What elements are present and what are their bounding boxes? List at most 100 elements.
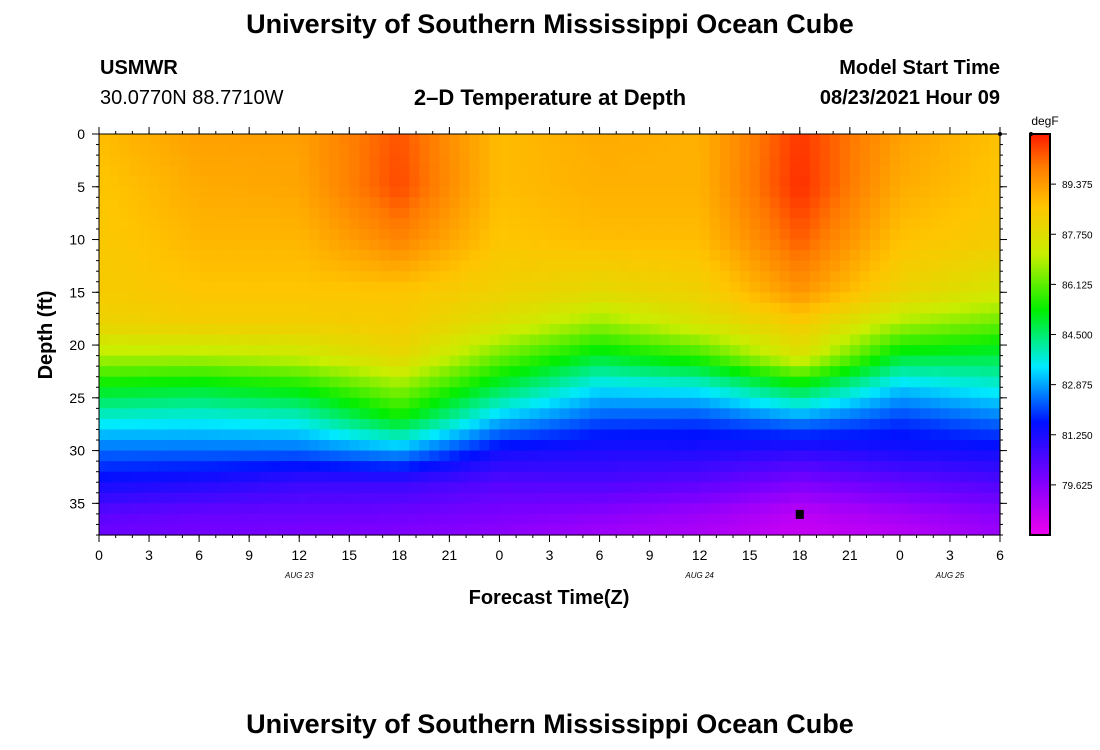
- heatmap-cell: [279, 492, 290, 504]
- heatmap-cell: [809, 197, 821, 209]
- heatmap-cell: [969, 513, 981, 526]
- heatmap-cell: [459, 292, 471, 304]
- heatmap-cell: [309, 302, 320, 314]
- heatmap-cell: [629, 397, 641, 409]
- heatmap-cell: [539, 292, 551, 304]
- heatmap-cell: [749, 418, 761, 431]
- heatmap-cell: [229, 292, 240, 304]
- heatmap-cell: [279, 292, 290, 304]
- heatmap-cell: [609, 482, 621, 494]
- heatmap-cell: [319, 418, 330, 431]
- heatmap-cell: [219, 513, 230, 526]
- heatmap-cell: [559, 271, 571, 283]
- heatmap-cell: [489, 440, 501, 452]
- heatmap-cell: [259, 492, 270, 504]
- heatmap-cell: [789, 503, 801, 515]
- heatmap-cell: [859, 461, 871, 473]
- heatmap-cell: [439, 513, 450, 526]
- x-tick-label: 6: [596, 547, 604, 563]
- heatmap-cell: [219, 302, 230, 314]
- heatmap-cell: [649, 176, 661, 188]
- heatmap-cell: [919, 176, 931, 188]
- heatmap-cell: [189, 292, 200, 304]
- heatmap-cell: [399, 144, 410, 156]
- heatmap-cell: [749, 155, 761, 167]
- heatmap-cell: [879, 429, 891, 441]
- heatmap-cell: [319, 513, 330, 526]
- heatmap-cell: [379, 218, 390, 230]
- heatmap-cell: [119, 186, 130, 198]
- heatmap-cell: [649, 513, 661, 526]
- heatmap-cell: [139, 503, 150, 515]
- heatmap-cell: [719, 323, 731, 336]
- heatmap-cell: [679, 218, 691, 230]
- heatmap-cell: [419, 450, 430, 462]
- heatmap-cell: [729, 334, 741, 346]
- heatmap-cell: [139, 397, 150, 409]
- heatmap-cell: [789, 239, 801, 251]
- heatmap-cell: [669, 482, 681, 494]
- heatmap-cell: [179, 376, 190, 388]
- heatmap-cell: [499, 134, 511, 146]
- heatmap-cell: [469, 250, 481, 262]
- heatmap-cell: [939, 313, 951, 325]
- heatmap-cell: [589, 503, 601, 515]
- heatmap-cell: [859, 482, 871, 494]
- heatmap-cell: [889, 281, 901, 293]
- heatmap-cell: [559, 292, 571, 304]
- heatmap-cell: [199, 197, 210, 209]
- heatmap-cell: [909, 250, 921, 262]
- heatmap-cell: [969, 503, 981, 515]
- heatmap-cell: [639, 155, 651, 167]
- heatmap-cell: [939, 524, 951, 536]
- heatmap-cell: [959, 429, 971, 441]
- heatmap-cell: [769, 155, 781, 167]
- heatmap-cell: [179, 429, 190, 441]
- heatmap-cell: [589, 482, 601, 494]
- heatmap-cell: [169, 408, 180, 420]
- heatmap-cell: [569, 292, 581, 304]
- heatmap-cell: [589, 471, 601, 483]
- heatmap-cell: [619, 429, 631, 441]
- heatmap-cell: [969, 376, 981, 388]
- heatmap-cell: [559, 366, 571, 378]
- heatmap-cell: [859, 397, 871, 409]
- heatmap-cell: [719, 313, 731, 325]
- heatmap-cell: [279, 239, 290, 251]
- heatmap-cell: [769, 228, 781, 241]
- heatmap-cell: [869, 313, 881, 325]
- heatmap-cell: [909, 461, 921, 473]
- heatmap-cell: [199, 387, 210, 399]
- heatmap-cell: [309, 418, 320, 431]
- heatmap-cell: [909, 471, 921, 483]
- heatmap-cell: [599, 218, 611, 230]
- heatmap-cell: [399, 408, 410, 420]
- heatmap-cell: [759, 250, 771, 262]
- heatmap-cell: [839, 450, 851, 462]
- heatmap-cell: [439, 281, 450, 293]
- heatmap-cell: [969, 524, 981, 536]
- heatmap-cell: [969, 165, 981, 177]
- heatmap-cell: [629, 524, 641, 536]
- heatmap-cell: [839, 334, 851, 346]
- heatmap-cell: [479, 207, 491, 220]
- heatmap-cell: [529, 144, 541, 156]
- heatmap-cell: [699, 461, 711, 473]
- heatmap-cell: [299, 250, 310, 262]
- heatmap-cell: [559, 218, 571, 230]
- heatmap-cell: [759, 134, 771, 146]
- heatmap-cell: [449, 228, 460, 241]
- heatmap-cell: [699, 176, 711, 188]
- heatmap-cell: [769, 186, 781, 198]
- heatmap-cell: [479, 429, 491, 441]
- heatmap-cell: [669, 313, 681, 325]
- heatmap-cell: [159, 429, 170, 441]
- heatmap-cell: [469, 144, 481, 156]
- heatmap-cell: [779, 387, 791, 399]
- heatmap-cell: [249, 155, 260, 167]
- heatmap-cell: [279, 513, 290, 526]
- heatmap-cell: [549, 345, 561, 357]
- heatmap-cell: [859, 387, 871, 399]
- heatmap-cell: [419, 492, 430, 504]
- heatmap-cell: [529, 418, 541, 431]
